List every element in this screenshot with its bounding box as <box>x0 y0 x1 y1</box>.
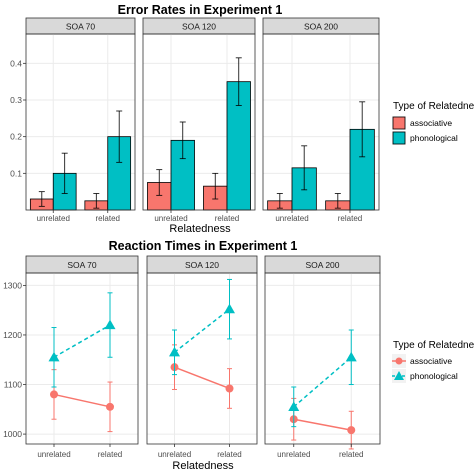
legend-title: Type of Relatedness <box>393 101 474 112</box>
error-bar <box>359 101 366 158</box>
error-rates-chart: Error Rates in Experiment 1 0.1 0.2 0.3 0.4… <box>10 3 474 235</box>
legend-swatch <box>392 116 406 130</box>
error-bar <box>212 172 219 200</box>
facet-panel: SOA 200 unrelated related <box>262 17 380 223</box>
series-line <box>53 324 111 358</box>
x-tick-label: related <box>96 214 120 223</box>
legend-title: Type of Relatedness <box>393 340 474 351</box>
panel-border <box>262 33 380 211</box>
legend-label: associative <box>410 118 452 128</box>
data-point <box>106 402 114 411</box>
facet-panel: SOA 70 unrelated related <box>25 17 136 223</box>
error-bar <box>235 57 242 106</box>
data-point <box>225 384 234 393</box>
x-tick-label: unrelated <box>277 450 310 459</box>
data-point <box>48 351 60 362</box>
panel-border <box>264 272 381 445</box>
y-tick-label: 0.1 <box>10 168 22 178</box>
data-point <box>169 346 180 357</box>
y-tick-label: 0.2 <box>10 132 22 142</box>
facet-strip-label: SOA 200 <box>304 22 338 32</box>
facet-panel: SOA 70 unrelated related <box>25 255 139 459</box>
x-tick-label: unrelated <box>37 214 70 223</box>
legend-label: phonological <box>410 133 458 143</box>
error-rates-legend: Type of Relatedness associative phonologi… <box>392 101 474 145</box>
x-tick-label: related <box>339 450 363 459</box>
y-tick-label: 1200 <box>3 330 22 340</box>
error-bar <box>301 145 308 191</box>
error-bar <box>38 191 45 207</box>
facet-panel: SOA 200 unrelated related <box>264 255 381 459</box>
data-point <box>224 303 235 314</box>
facet-strip-label: SOA 70 <box>66 22 96 32</box>
error-bar <box>156 169 163 196</box>
facet-strip-label: SOA 120 <box>185 260 219 270</box>
legend-label: phonological <box>410 371 458 381</box>
x-tick-label: related <box>217 450 241 459</box>
facet-strip-label: SOA 70 <box>67 260 97 270</box>
data-point <box>50 390 58 399</box>
error-bar <box>116 110 123 163</box>
x-tick-label: unrelated <box>158 450 191 459</box>
x-tick-label: unrelated <box>154 214 187 223</box>
y-tick-label: 1300 <box>3 280 22 290</box>
data-point <box>345 351 357 362</box>
x-tick-label: unrelated <box>37 450 70 459</box>
reaction-times-chart: Reaction Times in Experiment 1 1000 1100 1… <box>3 239 474 472</box>
series-line <box>293 418 352 431</box>
error-rates-x-axis-label: Relatedness <box>169 223 231 235</box>
facet-panel: SOA 120 unrelated related <box>142 17 256 223</box>
legend-marker <box>394 371 404 380</box>
data-point <box>347 426 356 435</box>
x-tick-label: related <box>215 214 239 223</box>
error-bar <box>93 193 100 209</box>
error-bar <box>179 121 186 160</box>
error-rates-title: Error Rates in Experiment 1 <box>118 3 283 17</box>
legend-marker <box>395 357 403 365</box>
panel-border <box>25 33 136 211</box>
y-tick-label: 1000 <box>3 429 22 439</box>
panel-border <box>146 272 258 445</box>
y-tick-label: 0.3 <box>10 95 22 105</box>
data-point <box>288 401 300 411</box>
panel-border <box>142 33 256 211</box>
error-bar <box>276 193 283 209</box>
facet-panel: SOA 120 unrelated related <box>146 255 258 459</box>
legend-label: associative <box>410 356 452 366</box>
series-line <box>293 356 352 408</box>
error-bar <box>334 193 341 209</box>
y-tick-label: 1100 <box>4 380 23 390</box>
reaction-times-title: Reaction Times in Experiment 1 <box>109 239 298 253</box>
x-tick-label: related <box>98 450 122 459</box>
x-tick-label: related <box>338 214 362 223</box>
facet-strip-label: SOA 200 <box>305 260 339 270</box>
reaction-times-legend: Type of Relatedness associative phonologi… <box>392 340 474 383</box>
series-line <box>53 393 111 408</box>
y-tick-label: 0.4 <box>10 58 22 68</box>
data-point <box>104 319 116 330</box>
panel-border <box>25 272 139 445</box>
x-tick-label: unrelated <box>275 214 308 223</box>
series-line <box>174 308 230 353</box>
facet-strip-label: SOA 120 <box>182 22 216 32</box>
legend-swatch <box>392 131 406 145</box>
reaction-times-x-axis-label: Relatedness <box>172 460 234 472</box>
series-line <box>174 366 230 390</box>
error-bar <box>61 152 68 194</box>
